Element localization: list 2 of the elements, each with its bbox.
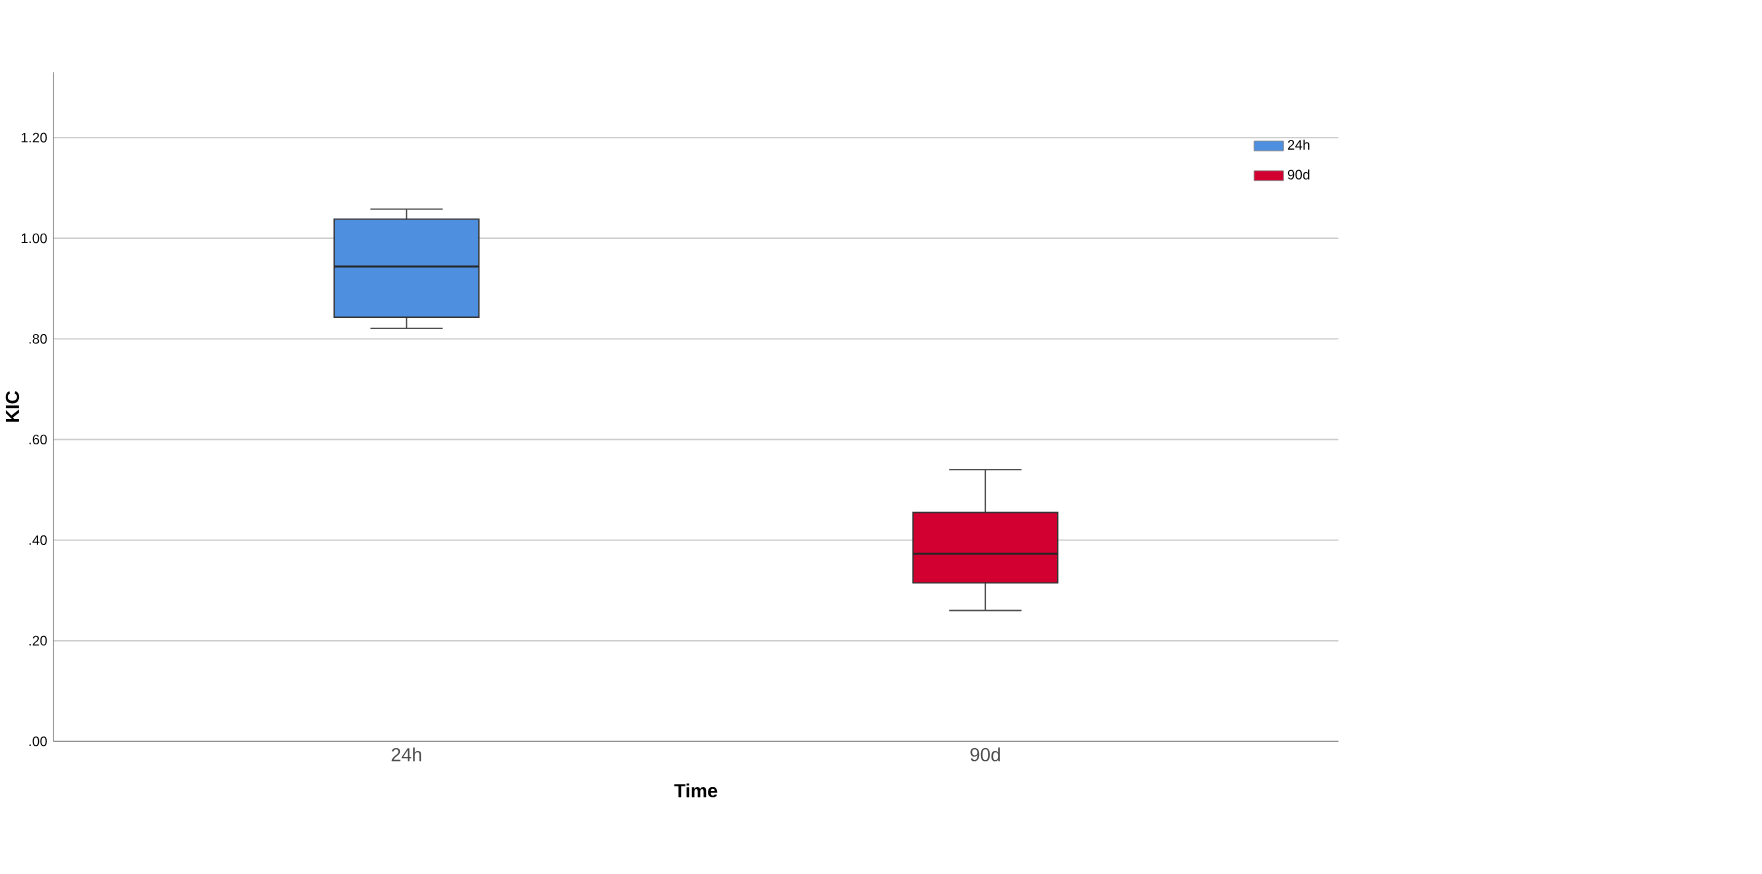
y-axis-title: KIC [5, 391, 20, 422]
x-axis-title: Time [674, 783, 718, 798]
